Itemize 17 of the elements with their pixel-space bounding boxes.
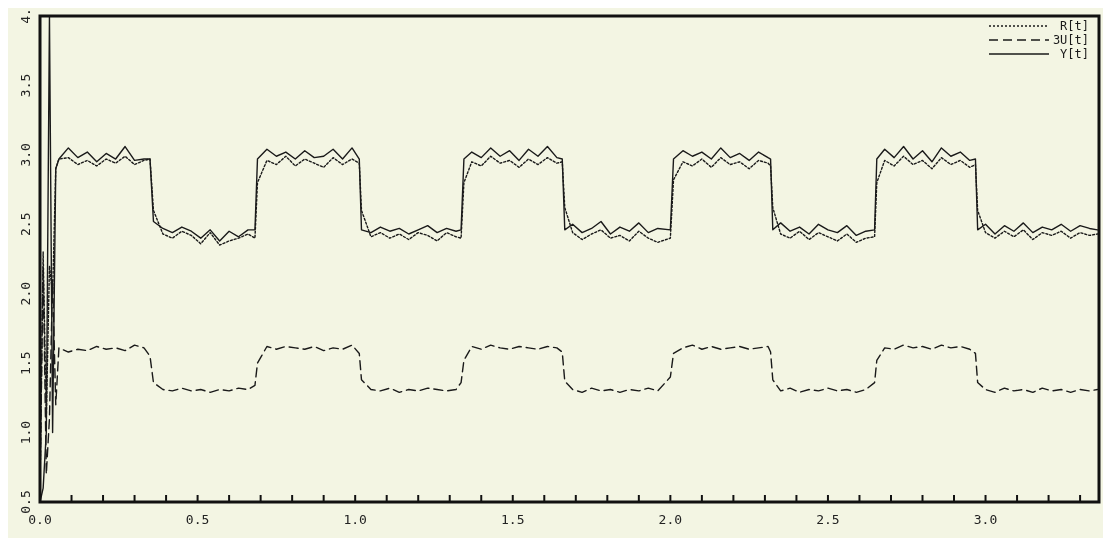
x-tick-label: 3.0 [973,512,998,527]
y-tick-label: 1.0 [18,420,33,445]
y-tick-label: 4. [18,8,33,24]
y-tick-label: 3.0 [18,143,33,167]
y-tick-label: 3.5 [18,73,33,98]
x-tick-label: 1.5 [501,512,525,527]
legend-label: 3U[t] [1052,33,1089,47]
x-tick-label: 0.5 [185,512,210,527]
x-tick-label: 2.0 [658,512,683,527]
y-tick-label: 1.5 [18,351,33,375]
x-tick-label: 0.0 [28,512,52,527]
x-tick-label: 2.5 [816,512,840,527]
y-tick-label: 2.5 [18,212,33,237]
x-tick-label: 1.0 [343,512,367,527]
legend-label: R[t] [1060,19,1089,33]
y-tick-label: 2.0 [18,281,33,306]
legend-label: Y[t] [1060,47,1089,61]
